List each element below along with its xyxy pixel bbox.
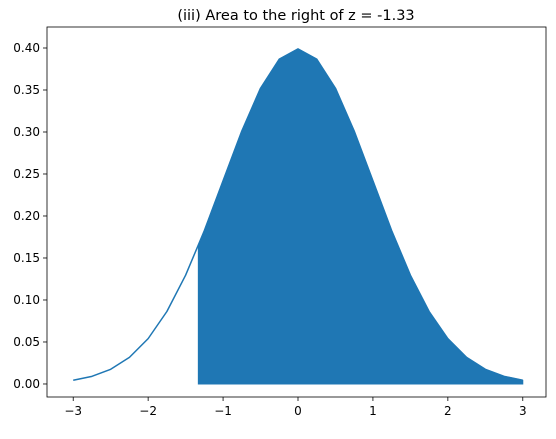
y-tick-label: 0.10 xyxy=(13,293,40,307)
chart-title: (iii) Area to the right of z = -1.33 xyxy=(177,8,414,24)
y-tick-label: 0.15 xyxy=(13,251,40,265)
x-tick-label: −3 xyxy=(64,404,82,418)
y-tick-label: 0.25 xyxy=(13,167,40,181)
curve xyxy=(73,48,523,382)
plot-frame xyxy=(46,26,547,398)
x-tick-label: −2 xyxy=(139,404,157,418)
shaded-area xyxy=(197,48,524,385)
x-tick-label: 1 xyxy=(369,404,377,418)
x-tick-label: −1 xyxy=(214,404,232,418)
y-tick-label: 0.40 xyxy=(13,41,40,55)
y-tick-label: 0.30 xyxy=(13,125,40,139)
y-tick-label: 0.05 xyxy=(13,335,40,349)
y-tick-label: 0.00 xyxy=(13,377,40,391)
y-tick-label: 0.20 xyxy=(13,209,40,223)
x-tick-label: 2 xyxy=(444,404,452,418)
y-tick-label: 0.35 xyxy=(13,83,40,97)
x-tick-label: 0 xyxy=(294,404,302,418)
x-tick-label: 3 xyxy=(519,404,527,418)
